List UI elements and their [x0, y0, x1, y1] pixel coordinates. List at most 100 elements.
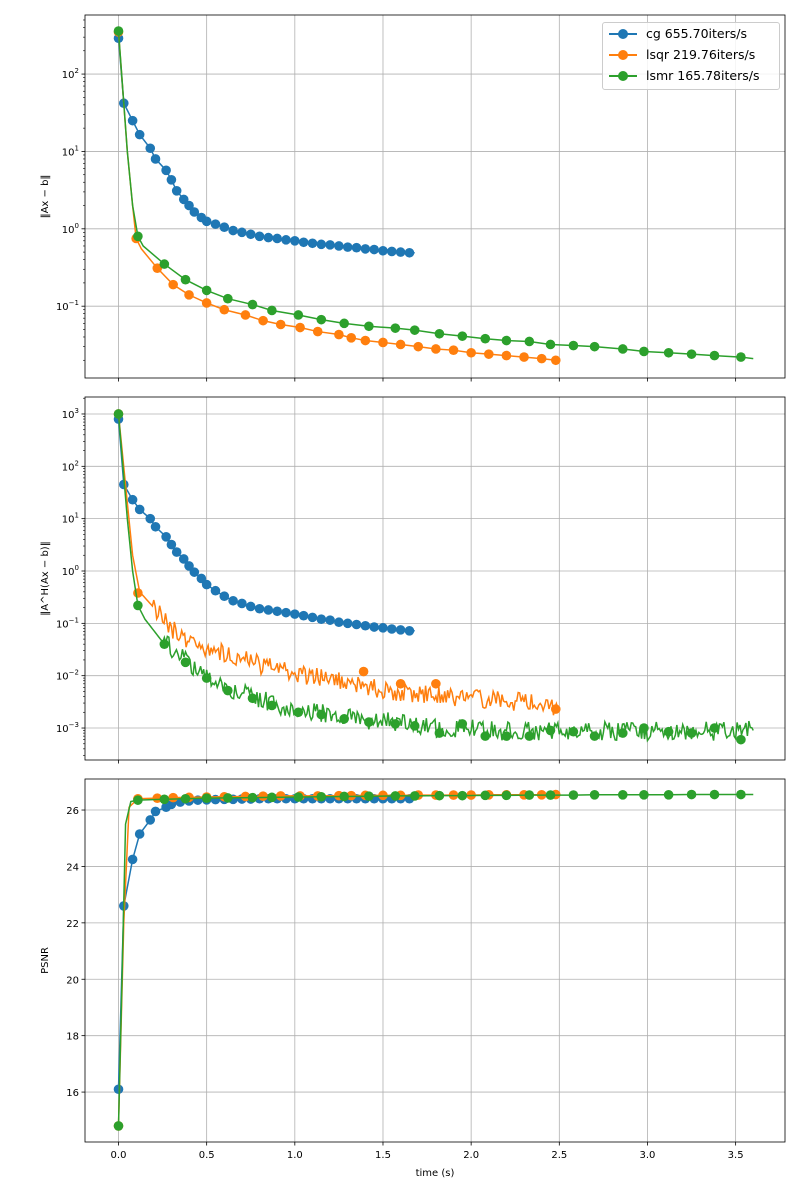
- y-tick-label: 100: [62, 222, 79, 236]
- data-point: [145, 815, 156, 825]
- tick-exponent: −1: [69, 616, 79, 624]
- series-line: [117, 413, 560, 716]
- data-point: [568, 790, 579, 800]
- tick-exponent: 2: [75, 459, 79, 467]
- data-point: [536, 353, 547, 364]
- y-tick-label: 24: [66, 862, 79, 873]
- data-point: [448, 345, 459, 355]
- data-point: [228, 225, 238, 236]
- data-point: [168, 279, 178, 290]
- data-point: [524, 336, 535, 347]
- data-point: [161, 165, 171, 176]
- data-point: [201, 216, 212, 227]
- data-point: [150, 521, 161, 532]
- plot-area: [113, 789, 754, 1131]
- data-point: [263, 605, 274, 615]
- data-point: [364, 717, 374, 727]
- data-point: [483, 349, 494, 359]
- data-point: [133, 600, 143, 611]
- y-tick-label: 103: [62, 407, 79, 421]
- y-tick-label: 22: [66, 919, 79, 930]
- data-point: [568, 340, 579, 351]
- data-point: [686, 349, 697, 359]
- tick-exponent: −3: [69, 721, 79, 729]
- data-point: [480, 790, 491, 801]
- data-point: [360, 620, 371, 631]
- data-point: [351, 619, 362, 630]
- legend-label: cg 655.70iters/s: [646, 26, 747, 41]
- data-point: [223, 793, 233, 803]
- data-point: [272, 606, 282, 617]
- plot-area: [113, 26, 754, 366]
- data-point: [161, 532, 171, 542]
- data-point: [219, 304, 230, 315]
- legend-entry-cg: cg 655.70iters/s: [609, 23, 779, 44]
- data-point: [180, 657, 191, 668]
- tick-exponent: 1: [75, 512, 79, 520]
- data-point: [501, 790, 512, 801]
- data-point: [369, 244, 379, 255]
- plot-area: [113, 409, 754, 745]
- tick-exponent: 0: [75, 222, 79, 230]
- series-line: [117, 418, 415, 632]
- y-tick-label: 10−1: [56, 299, 79, 313]
- data-point: [159, 794, 170, 805]
- data-point: [568, 726, 579, 737]
- data-point: [316, 791, 327, 802]
- data-point: [145, 513, 156, 524]
- series-line: [117, 797, 410, 1090]
- y-tick-label: 18: [66, 1032, 79, 1043]
- data-point: [298, 610, 309, 621]
- data-point: [434, 790, 445, 801]
- data-point: [245, 229, 256, 240]
- data-point: [166, 175, 177, 185]
- data-point: [150, 154, 161, 164]
- data-point: [240, 791, 251, 802]
- data-point: [219, 591, 230, 602]
- data-point: [281, 607, 291, 618]
- series-line: [117, 793, 556, 1126]
- data-point: [457, 331, 468, 341]
- data-point: [275, 319, 286, 330]
- tick-base: 10: [62, 70, 75, 81]
- data-point: [360, 335, 371, 346]
- data-point: [409, 721, 420, 731]
- data-point: [201, 285, 212, 296]
- data-point: [589, 789, 600, 800]
- data-point: [171, 185, 182, 196]
- data-point: [390, 719, 401, 729]
- data-point: [178, 554, 189, 564]
- data-point: [127, 494, 138, 505]
- x-tick-label: 1.0: [287, 1150, 303, 1161]
- y-tick-label: 101: [62, 144, 79, 158]
- data-point: [342, 242, 353, 252]
- data-point: [709, 350, 720, 361]
- data-point: [545, 790, 556, 800]
- data-point: [550, 704, 561, 714]
- data-point: [134, 129, 145, 140]
- data-point: [290, 236, 300, 246]
- data-point: [351, 242, 362, 253]
- data-point: [150, 806, 161, 817]
- tick-base: 10: [56, 724, 69, 735]
- data-point: [639, 789, 649, 800]
- y-tick-label: 101: [62, 512, 79, 526]
- data-point: [228, 595, 238, 606]
- data-point: [152, 793, 163, 803]
- data-point: [334, 241, 344, 251]
- y-axis-label: ‖A^H(Ax − b)‖: [40, 541, 51, 615]
- data-point: [434, 328, 445, 339]
- data-point: [639, 346, 649, 357]
- series-line: [117, 793, 754, 1126]
- y-tick-label: 100: [62, 564, 79, 578]
- tick-base: 10: [62, 567, 75, 578]
- axes-frame: [84, 14, 786, 379]
- data-point: [316, 709, 327, 720]
- data-point: [295, 322, 305, 333]
- legend-swatch: [609, 28, 637, 39]
- series-line: [117, 38, 415, 254]
- tick-base: 10: [62, 225, 75, 236]
- data-point: [134, 829, 145, 839]
- data-point: [113, 26, 124, 36]
